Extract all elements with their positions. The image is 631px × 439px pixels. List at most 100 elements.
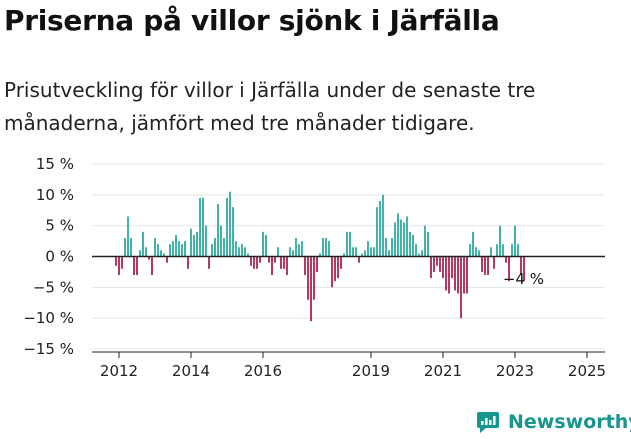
bar-negative [256,256,258,269]
bar-positive [406,216,408,257]
bar-positive [502,244,504,257]
bar-negative [304,256,306,275]
bar-positive [202,197,204,257]
bar-positive [370,247,372,257]
bar-positive [262,231,264,257]
chart-title: Priserna på villor sjönk i Järfälla [4,4,500,37]
bar-positive [205,225,207,257]
bar-negative [460,256,462,319]
bar-negative [286,256,288,275]
bar-positive [178,241,180,257]
bar-positive [343,253,345,257]
bar-negative [307,256,309,300]
bar-positive [139,250,141,257]
x-tick-label: 2019 [352,362,390,380]
bar-positive [496,244,498,257]
bar-positive [301,241,303,257]
bar-negative [121,256,123,269]
bar-negative [358,256,360,263]
bar-positive [124,238,126,257]
y-tick-label: 10 % [36,186,74,204]
bar-positive [511,244,513,257]
x-tick-label: 2016 [244,362,282,380]
bar-positive [211,244,213,257]
bar-positive [217,204,219,257]
newsworthy-logo-icon [477,412,499,433]
bar-positive [175,234,177,257]
bar-negative [337,256,339,279]
bar-positive [157,244,159,257]
bar-positive [160,250,162,257]
bar-negative [439,256,441,272]
bar-negative [283,256,285,269]
bar-positive [412,234,414,257]
bar-negative [187,256,189,269]
bar-positive [298,244,300,257]
chart-subtitle: Prisutveckling för villor i Järfälla und… [4,78,536,135]
value-annotation: −4 % [503,270,544,288]
bar-negative [448,256,450,294]
y-tick-label: −5 % [33,278,74,296]
bar-positive [247,253,249,257]
bar-positive [478,250,480,257]
bar-negative [493,256,495,269]
bar-positive [289,247,291,257]
bar-negative [433,256,435,272]
y-tick-label: −15 % [23,340,74,358]
bar-positive [277,247,279,257]
bar-positive [232,207,234,257]
bar-positive [328,241,330,257]
bar-positive [163,253,165,257]
bar-positive [241,244,243,257]
bar-negative [148,256,150,260]
bar-negative [454,256,456,291]
bar-negative [466,256,468,294]
bar-negative [451,256,453,279]
x-tick-label: 2014 [172,362,210,380]
y-tick-label: −10 % [23,309,74,327]
bar-positive [424,225,426,257]
bar-positive [142,231,144,257]
bar-positive [181,244,183,257]
bar-positive [352,247,354,257]
bar-negative [505,256,507,263]
bar-positive [394,222,396,257]
bar-negative [508,256,510,282]
bar-positive [382,194,384,257]
bar-positive [190,228,192,257]
bar-negative [151,256,153,275]
bar-negative [313,256,315,300]
bar-negative [268,256,270,263]
bar-positive [391,238,393,257]
bar-positive [145,247,147,257]
bar-positive [319,253,321,257]
bar-positive [184,241,186,257]
bar-negative [274,256,276,263]
bar-negative [340,256,342,269]
bar-positive [409,231,411,257]
bar-negative [118,256,120,275]
bar-negative [457,256,459,294]
brand-logo: Newsworthy [476,407,631,437]
brand-name: Newsworthy [508,411,631,433]
bar-positive [130,238,132,257]
y-tick-label: 5 % [45,217,74,235]
x-tick-label: 2025 [568,362,606,380]
bar-negative [133,256,135,275]
bar-negative [331,256,333,288]
bar-negative [316,256,318,272]
bar-negative [463,256,465,294]
bar-positive [403,222,405,257]
x-tick-label: 2021 [424,362,462,380]
bar-positive [499,225,501,257]
bar-positive [172,241,174,257]
x-tick-label: 2023 [496,362,534,380]
bar-positive [421,250,423,257]
x-tick-label: 2012 [100,362,138,380]
bar-positive [214,238,216,257]
bar-positive [517,244,519,257]
bar-positive [238,247,240,257]
bar-negative [310,256,312,322]
bar-positive [385,238,387,257]
